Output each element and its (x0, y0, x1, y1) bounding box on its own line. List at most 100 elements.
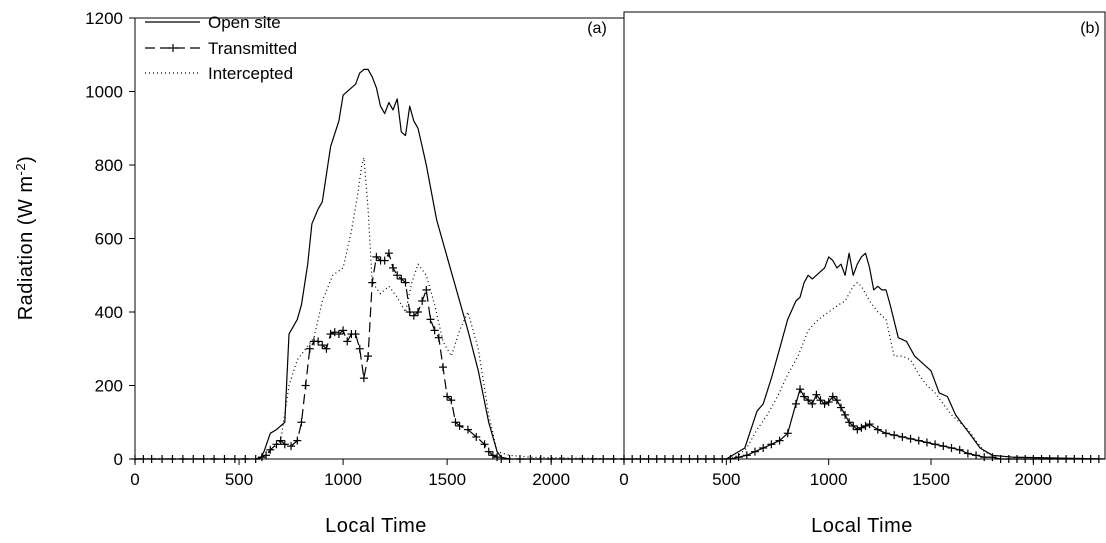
panel-a-transmitted-point (280, 440, 289, 449)
panel-b-transmitted-point (669, 455, 678, 463)
panel-b-transmitted-point (791, 399, 800, 408)
panel-a-transmitted-point (493, 453, 502, 462)
panel-b-label: (b) (1080, 20, 1100, 37)
panel-b-transmitted-point (816, 396, 825, 405)
panel-a-ticks: 0 500 1000 1500 2000 0 200 400 600 800 1000 1200 (85, 9, 570, 489)
panel-b-ticks: 0 500 1000 1500 2000 (619, 459, 1052, 489)
panel-a-y-tick-label: 800 (95, 156, 123, 175)
panel-b-transmitted-point (1004, 455, 1013, 463)
panel-a-transmitted-point (343, 337, 352, 346)
panel-a: 0 500 1000 1500 2000 0 200 400 600 800 1000 1200 (a… (13, 9, 628, 537)
panel-a-transmitted-point (599, 455, 608, 463)
panel-a-transmitted-point (334, 330, 343, 339)
panel-b-transmitted-point (828, 392, 837, 401)
panel-a-transmitted-point (230, 455, 239, 463)
panel-a-transmitted-line (135, 252, 624, 460)
legend-open-site-label: Open site (208, 13, 281, 32)
panel-a-x-tick-label: 1500 (428, 470, 466, 489)
panel-a-transmitted-point (241, 455, 250, 463)
panel-a-y-tick-label: 200 (95, 377, 123, 396)
panel-b-transmitted-point (1053, 455, 1062, 463)
panel-b-transmitted-point (972, 451, 981, 460)
panel-b-transmitted-point (922, 438, 931, 447)
panel-b-transmitted-point (1021, 455, 1030, 463)
panel-a-transmitted-point (401, 278, 410, 287)
panel-b-transmitted-point (890, 431, 899, 440)
panel-b-x-tick-label: 0 (619, 470, 628, 489)
panel-b-transmitted-point (800, 392, 809, 401)
panel-a-transmitted-point (257, 453, 266, 462)
panel-a-transmitted-point (339, 326, 348, 335)
legend-transmitted-label: Transmitted (208, 39, 297, 58)
panel-a-transmitted-point (463, 425, 472, 434)
panel-a-transmitted-point (505, 455, 514, 463)
panel-b-x-tick-label: 500 (712, 470, 740, 489)
panel-a-transmitted-point (422, 285, 431, 294)
panel-b-x-axis-title: Local Time (811, 515, 913, 537)
panel-b-x-tick-label: 1500 (912, 470, 950, 489)
panel-a-transmitted-point (351, 330, 360, 339)
panel-b-transmitted-point (881, 429, 890, 438)
panel-b-transmitted-point (906, 434, 915, 443)
panel-a-transmitted-point (418, 296, 427, 305)
panel-a-transmitted-point (547, 455, 556, 463)
panel-a-transmitted-point (497, 455, 506, 463)
panel-b-transmitted-point (677, 455, 686, 463)
panel-b-transmitted-point (849, 421, 858, 430)
panel-b-transmitted-point (759, 443, 768, 452)
panel-a-transmitted-point (178, 455, 187, 463)
panel-a-transmitted-point (364, 352, 373, 361)
panel-a-x-axis-title: Local Time (325, 515, 427, 537)
panel-b-transmitted-point (898, 432, 907, 441)
panel-a-transmitted-point (451, 418, 460, 427)
panel-a-transmitted-point (578, 455, 587, 463)
panel-b-transmitted-point (963, 449, 972, 458)
panel-a-intercepted-line (135, 157, 625, 460)
panel-a-transmitted-point (472, 432, 481, 441)
panel-a-transmitted-point (301, 381, 310, 390)
panel-a-transmitted-point (287, 442, 296, 451)
panel-a-transmitted-point (322, 344, 331, 353)
panel-b-transmitted-point (783, 429, 792, 438)
panel-b-intercepted-line (624, 282, 1106, 460)
panel-b-transmitted-point (1012, 455, 1021, 463)
panel-b-transmitted-point (808, 399, 817, 408)
panel-a-transmitted-point (355, 344, 364, 353)
panel-a-open-site-line (135, 68, 624, 460)
panel-b-transmitted-point (1037, 455, 1046, 463)
panel-a-transmitted-point (397, 274, 406, 283)
panel-a-y-tick-label: 0 (114, 450, 123, 469)
panel-a-series (131, 68, 628, 463)
legend: Open site Transmitted Intercepted (145, 13, 297, 83)
panel-b-open-site-line (624, 252, 1106, 460)
panel-a-frame (134, 17, 625, 460)
panel-a-transmitted-point (318, 341, 327, 350)
panel-a-transmitted-point (484, 447, 493, 456)
panel-b-transmitted-point (939, 442, 948, 451)
y-axis-title-superscript: -2 (13, 163, 28, 176)
panel-a-transmitted-point (266, 445, 275, 454)
y-axis-title-end: ) (15, 156, 37, 163)
y-axis-title-main: Radiation (W m (15, 175, 37, 320)
panel-b-transmitted-point (931, 440, 940, 449)
panel-a-y-tick-label: 1000 (85, 83, 123, 102)
panel-b-transmitted-point (853, 425, 862, 434)
panel-b: 0 500 1000 1500 2000 (b) Local Time (619, 11, 1106, 537)
panel-b-x-tick-label: 1000 (810, 470, 848, 489)
panel-a-transmitted-point (297, 418, 306, 427)
panel-b-transmitted-point (820, 399, 829, 408)
panel-a-transmitted-point (413, 308, 422, 316)
panel-b-transmitted-point (836, 403, 845, 412)
panel-a-y-tick-label: 400 (95, 303, 123, 322)
panel-a-label: (a) (587, 20, 607, 37)
panel-a-transmitted-point (359, 374, 368, 383)
panel-a-transmitted-point (443, 392, 452, 401)
panel-b-transmitted-point (767, 440, 776, 449)
panel-b-transmitted-point (726, 455, 735, 463)
panel-a-transmitted-point (567, 455, 576, 463)
panel-b-transmitted-point (841, 410, 850, 419)
panel-b-transmitted-point (873, 425, 882, 434)
panel-a-transmitted-point (438, 363, 447, 372)
panel-b-transmitted-point (796, 385, 805, 394)
